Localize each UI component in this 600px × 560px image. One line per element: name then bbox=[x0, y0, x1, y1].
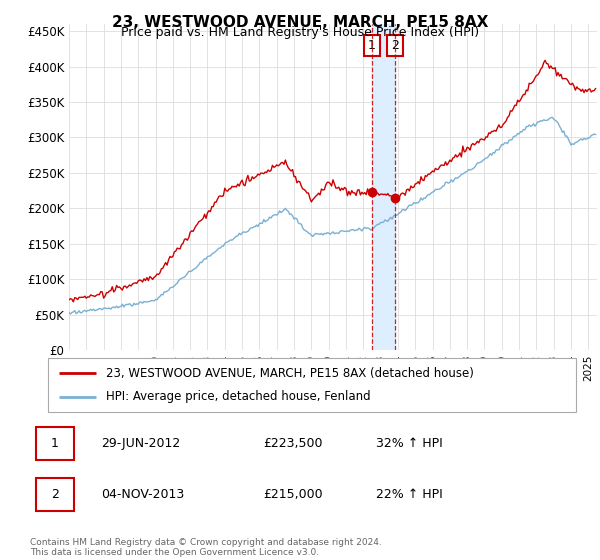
Text: HPI: Average price, detached house, Fenland: HPI: Average price, detached house, Fenl… bbox=[106, 390, 371, 403]
Text: 04-NOV-2013: 04-NOV-2013 bbox=[101, 488, 184, 501]
Text: Price paid vs. HM Land Registry's House Price Index (HPI): Price paid vs. HM Land Registry's House … bbox=[121, 26, 479, 39]
Bar bbox=[372, 24, 395, 350]
Text: Contains HM Land Registry data © Crown copyright and database right 2024.
This d: Contains HM Land Registry data © Crown c… bbox=[30, 538, 382, 557]
Bar bbox=[36, 478, 74, 511]
Text: 23, WESTWOOD AVENUE, MARCH, PE15 8AX (detached house): 23, WESTWOOD AVENUE, MARCH, PE15 8AX (de… bbox=[106, 367, 474, 380]
Bar bbox=[36, 427, 74, 460]
Text: 2: 2 bbox=[391, 39, 399, 52]
Text: 1: 1 bbox=[51, 437, 59, 450]
Text: £223,500: £223,500 bbox=[263, 437, 322, 450]
Text: £215,000: £215,000 bbox=[263, 488, 322, 501]
Text: 23, WESTWOOD AVENUE, MARCH, PE15 8AX: 23, WESTWOOD AVENUE, MARCH, PE15 8AX bbox=[112, 15, 488, 30]
Text: 32% ↑ HPI: 32% ↑ HPI bbox=[376, 437, 443, 450]
Text: 29-JUN-2012: 29-JUN-2012 bbox=[101, 437, 180, 450]
Text: 1: 1 bbox=[368, 39, 376, 52]
Text: 22% ↑ HPI: 22% ↑ HPI bbox=[376, 488, 443, 501]
Text: 2: 2 bbox=[51, 488, 59, 501]
